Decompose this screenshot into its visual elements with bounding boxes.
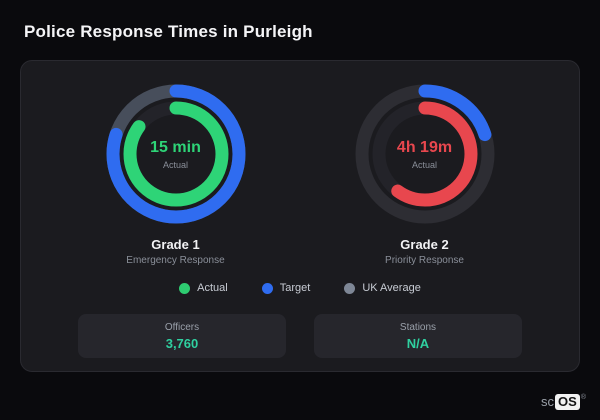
gauge-grade-2: 4h 19m Actual Grade 2 Priority Response [315,79,535,266]
registered-trademark-icon: ® [580,394,586,401]
gauge-grade-1: 15 min Actual Grade 1 Emergency Response [66,79,286,266]
logo-text-prefix: sc [541,394,555,409]
gauge-grade-2-rings: 4h 19m Actual [350,79,500,229]
legend-label: UK Average [362,282,421,294]
gauges-row: 15 min Actual Grade 1 Emergency Response [21,79,579,266]
logo-text-box: OS [555,394,580,410]
uk-average-legend-dot-icon [344,282,356,294]
actual-arc [372,101,477,207]
target-arc [106,84,245,224]
legend-label: Actual [197,282,228,294]
stat-officers: Officers 3,760 [78,314,286,358]
stats-row: Officers 3,760 Stations N/A [21,314,579,358]
stat-value: 3,760 [165,335,199,351]
legend-label: Target [279,282,311,294]
legend-item-target[interactable]: Target [261,282,311,294]
stat-label: Stations [399,321,437,333]
stat-label: Officers [164,321,200,333]
legend-item-uk-average[interactable]: UK Average [344,282,421,294]
actual-legend-dot-icon [179,282,191,294]
gauge-grade-1-label: Grade 1 [151,237,200,252]
gauge-grade-2-sublabel: Priority Response [385,255,464,266]
actual-arc [123,101,228,207]
target-arc [355,84,494,224]
gauge-grade-2-label: Grade 2 [400,237,449,252]
page-title: Police Response Times in Purleigh [24,22,313,41]
legend-item-actual[interactable]: Actual [179,282,228,294]
response-times-card: 15 min Actual Grade 1 Emergency Response [20,60,580,372]
chart-legend: Actual Target UK Average [21,282,579,294]
target-legend-dot-icon [261,282,273,294]
gauge-grade-1-sublabel: Emergency Response [126,255,225,266]
scos-logo: sc OS ® [541,394,586,410]
gauge-grade-2-chart [355,84,494,224]
stat-stations: Stations N/A [314,314,522,358]
stat-value: N/A [406,335,430,351]
gauge-grade-1-rings: 15 min Actual [101,79,251,229]
gauge-grade-1-chart [106,84,245,224]
